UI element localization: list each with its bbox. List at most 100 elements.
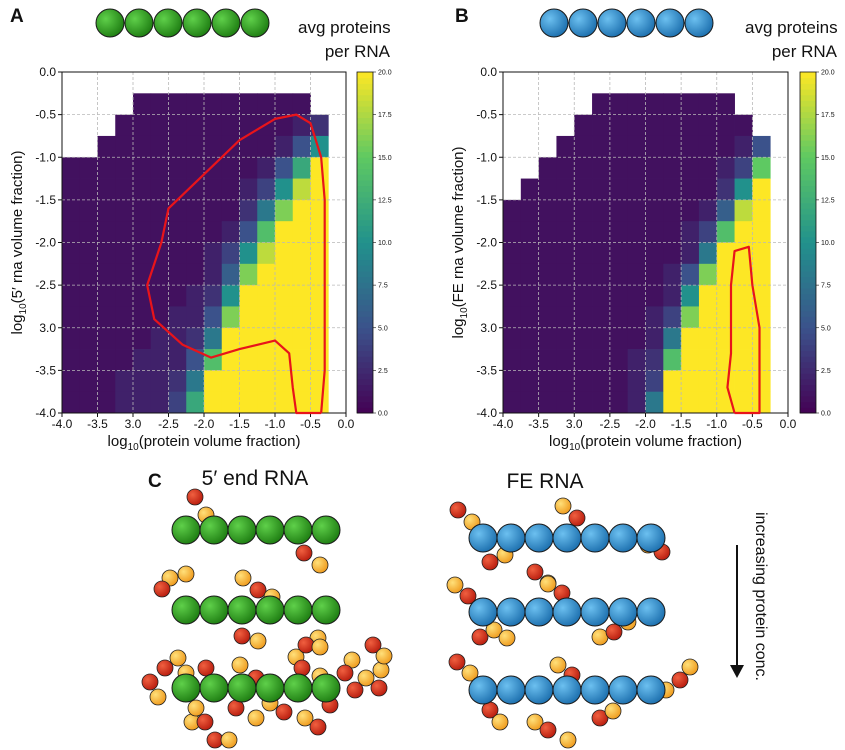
colorbar-slice [357, 123, 373, 130]
heat-cell [556, 285, 575, 307]
colorbar-slice [800, 219, 816, 226]
rna-bead [255, 595, 285, 625]
heat-cell [734, 221, 753, 243]
rna-bead [171, 595, 201, 625]
heat-cell [645, 285, 664, 307]
colorbar-slice [800, 293, 816, 300]
heat-cell [133, 285, 152, 307]
colorbar-slice [357, 293, 373, 300]
heat-cell [168, 349, 187, 371]
heat-cell [79, 221, 98, 243]
y-axis-label-part: 10 [459, 307, 470, 319]
heat-cell [168, 199, 187, 222]
colorbar-slice [800, 339, 816, 346]
colorbar-slice [800, 384, 816, 391]
heat-cell [186, 135, 205, 158]
colorbar-slice [800, 253, 816, 261]
heat-cell [186, 242, 205, 265]
legend-bead [240, 8, 270, 38]
heat-cell [734, 135, 753, 158]
protein [295, 544, 313, 562]
heat-cell [204, 327, 223, 350]
heat-cell [221, 114, 240, 137]
diagram-title: 5′ end RNA [202, 467, 309, 490]
x-tick-label: -2.5 [158, 417, 179, 431]
colorbar-slice [800, 162, 816, 170]
heat-cell [627, 306, 646, 329]
colorbar-tick-label: 5.0 [378, 325, 388, 332]
colorbar-slice [800, 333, 816, 340]
y-axis-label-part: log [9, 314, 26, 334]
heat-cell [520, 349, 540, 371]
heat-cell [645, 178, 664, 201]
rna-bead [552, 523, 582, 553]
colorbar-tick-label: 17.5 [821, 112, 835, 119]
heat-cell [556, 391, 575, 414]
heat-cell [221, 199, 240, 222]
colorbar-slice [800, 270, 816, 278]
colorbar-slice [800, 185, 816, 192]
heat-cell [681, 327, 700, 350]
x-tick-label: 3.0 [125, 417, 142, 431]
heat-cell [97, 221, 116, 243]
colorbar-slice [357, 361, 373, 369]
protein [275, 703, 293, 721]
colorbar-slice [800, 390, 816, 397]
heat-cell [239, 285, 258, 307]
x-axis-label-part: 10 [128, 442, 140, 453]
heat-cell [556, 306, 575, 329]
rna-bead [636, 675, 666, 705]
colorbar-slice [800, 248, 816, 255]
heat-cell [275, 327, 294, 350]
heat-cell [716, 263, 735, 286]
heat-cell [681, 135, 700, 158]
heat-cell [698, 221, 718, 243]
heat-cell [310, 199, 329, 222]
colorbar-slice [800, 197, 816, 204]
heat-cell [79, 263, 98, 286]
heat-cell [681, 285, 700, 307]
rna-bead [199, 673, 229, 703]
heat-cell [716, 199, 735, 222]
heat-cell [538, 263, 557, 286]
colorbar-slice [357, 236, 373, 243]
heat-cell [627, 114, 646, 137]
rna-bead [199, 595, 229, 625]
heat-cell [681, 221, 700, 243]
heat-cell [556, 157, 575, 179]
heat-cell [133, 306, 152, 329]
heat-cell [115, 370, 134, 393]
rna-bead [171, 515, 201, 545]
legend-bead [153, 8, 183, 38]
heat-cell [627, 263, 646, 286]
heat-cell [257, 263, 276, 286]
heat-cell [257, 178, 276, 201]
legend-bead [95, 8, 125, 38]
heat-cell [734, 327, 753, 350]
heat-cell [97, 199, 116, 222]
protein [549, 656, 567, 674]
rna-bead [636, 523, 666, 553]
heat-cell [592, 327, 611, 350]
heat-cell [221, 349, 240, 371]
protein [372, 661, 390, 679]
heat-cell [186, 178, 205, 201]
heat-cell [574, 263, 593, 286]
rna-bead [580, 523, 610, 553]
heat-cell [97, 178, 116, 201]
heat-cell [663, 114, 682, 137]
heat-cell [257, 327, 276, 350]
heat-cell [115, 114, 134, 137]
heat-cell [503, 285, 522, 307]
heat-cell [698, 135, 718, 158]
protein [498, 629, 516, 647]
colorbar-slice [357, 248, 373, 255]
colorbar-slice [357, 89, 373, 96]
heat-cell [716, 370, 735, 393]
y-tick-label: -3.5 [35, 363, 56, 377]
colorbar-slice [800, 231, 816, 238]
protein [449, 501, 467, 519]
rna-bead [552, 597, 582, 627]
rna-bead [468, 597, 498, 627]
